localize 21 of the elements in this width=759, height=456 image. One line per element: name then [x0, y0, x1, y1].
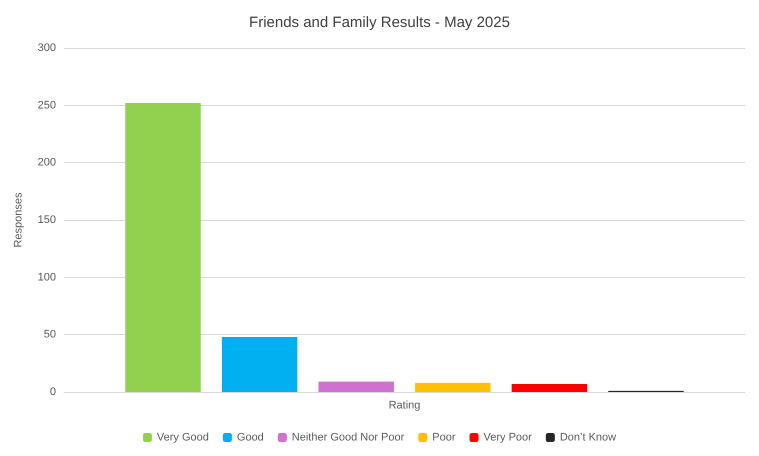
- legend-label: Poor: [432, 432, 456, 444]
- x-tick-label: Rating: [388, 400, 420, 412]
- bar: [318, 382, 394, 392]
- chart-title: Friends and Family Results - May 2025: [249, 14, 510, 31]
- y-tick-label: 300: [38, 42, 56, 54]
- y-tick-label: 150: [38, 214, 56, 226]
- y-tick-label: 50: [44, 328, 56, 341]
- y-tick-label: 250: [38, 99, 56, 112]
- legend-label: Good: [236, 432, 264, 444]
- y-axis-title: Responses: [12, 192, 24, 248]
- bar: [222, 336, 298, 392]
- bar: [512, 384, 588, 392]
- legend-label: Very Poor: [484, 432, 532, 444]
- y-tick-label: 0: [50, 386, 56, 398]
- bar: [125, 103, 201, 392]
- legend-label: Very Good: [156, 432, 209, 444]
- bar: [415, 382, 491, 392]
- y-tick-label: 200: [38, 156, 56, 169]
- legend-label: Neither Good Nor Poor: [292, 432, 405, 444]
- legend-label: Don’t Know: [560, 432, 616, 444]
- y-tick-label: 100: [38, 271, 56, 284]
